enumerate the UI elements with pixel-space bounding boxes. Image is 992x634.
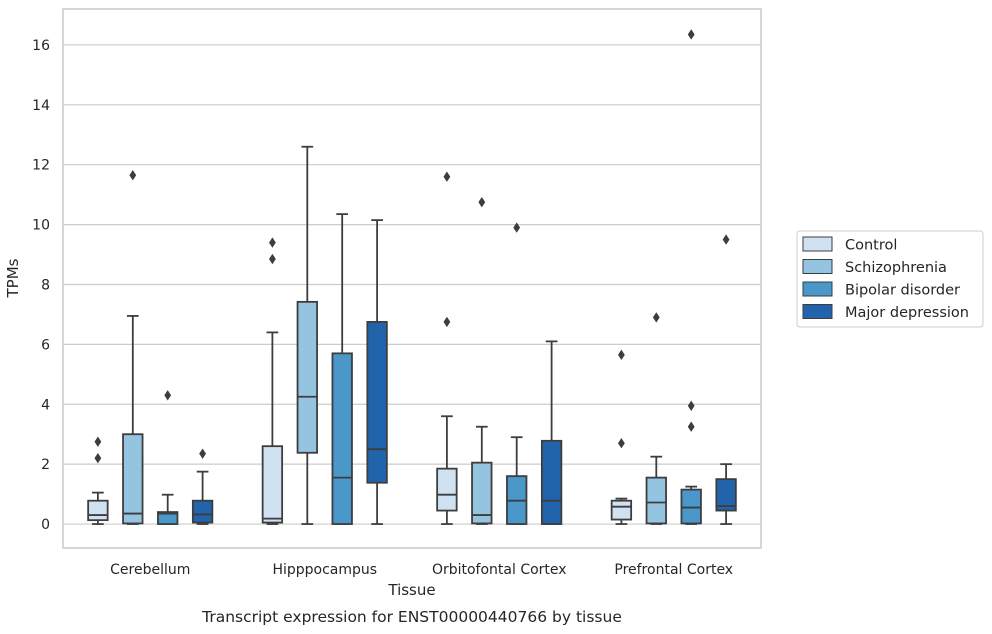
box-body xyxy=(540,439,563,525)
box-body xyxy=(296,300,318,454)
box-groups xyxy=(87,29,737,525)
series-major-depression xyxy=(191,219,737,525)
outlier-point xyxy=(513,222,521,233)
box xyxy=(261,237,284,525)
series-bipolar-disorder xyxy=(157,29,702,525)
legend: Control Schizophrenia Bipolar disorder Majo… xyxy=(796,230,984,328)
gridlines xyxy=(63,44,761,525)
box-body xyxy=(366,321,388,484)
plot-frame xyxy=(62,8,762,549)
outlier-point xyxy=(687,421,695,432)
legend-swatch xyxy=(802,236,833,252)
legend-label: Bipolar disorder xyxy=(845,283,960,299)
outlier-point xyxy=(618,437,625,449)
box xyxy=(157,390,179,525)
y-axis-label: TPMs xyxy=(4,258,22,298)
x-tick-label: Orbitofontal Cortex xyxy=(432,562,567,578)
legend-swatch xyxy=(802,281,833,297)
y-tick-label: 8 xyxy=(41,277,50,293)
box xyxy=(87,436,109,525)
box-body xyxy=(610,499,633,521)
box xyxy=(366,219,388,525)
legend-label: Control xyxy=(845,238,897,254)
box-body xyxy=(122,433,144,525)
y-tick-label: 0 xyxy=(41,517,50,533)
box xyxy=(331,213,353,525)
outlier-point xyxy=(687,400,695,411)
y-tick-label: 10 xyxy=(32,218,50,234)
legend-label: Schizophrenia xyxy=(845,260,947,276)
box-body xyxy=(261,445,284,524)
outlier-point xyxy=(129,169,137,181)
box xyxy=(540,340,563,525)
outlier-point xyxy=(94,436,102,447)
outlier-point xyxy=(443,316,451,328)
box-body xyxy=(87,499,109,522)
outlier-point xyxy=(652,312,660,323)
x-tick-labels: Cerebellum Hipppocampus Orbitofontal Corte… xyxy=(110,562,733,578)
outlier-point xyxy=(478,196,486,208)
box-body xyxy=(191,499,214,524)
box-body xyxy=(680,488,702,525)
x-tick-label: Prefrontal Cortex xyxy=(614,562,733,578)
box xyxy=(436,171,458,525)
y-tick-label: 16 xyxy=(32,38,50,54)
box xyxy=(610,349,633,525)
box-body xyxy=(157,511,179,525)
y-tick-label: 4 xyxy=(41,397,50,413)
outlier-point xyxy=(269,237,276,248)
legend-swatch xyxy=(802,304,833,319)
x-tick-label: Hipppocampus xyxy=(272,562,377,578)
box xyxy=(506,222,528,525)
legend-swatch xyxy=(802,259,833,274)
box xyxy=(645,312,667,525)
series-control xyxy=(87,171,633,525)
series-schizophrenia xyxy=(122,145,667,525)
legend-label: Major depression xyxy=(845,305,969,321)
box-body xyxy=(645,476,667,525)
y-tick-label: 2 xyxy=(41,457,50,473)
y-tick-label: 14 xyxy=(32,98,50,114)
legend-frame xyxy=(796,230,984,328)
outlier-point xyxy=(443,171,451,182)
box-body xyxy=(715,478,737,512)
outlier-point xyxy=(687,29,695,40)
outlier-point xyxy=(199,448,206,459)
outlier-point xyxy=(164,390,172,401)
box xyxy=(680,29,702,525)
y-tick-label: 12 xyxy=(32,158,50,174)
y-tick-label: 6 xyxy=(41,337,50,353)
outlier-point xyxy=(722,234,730,245)
box-body xyxy=(331,352,353,525)
outlier-point xyxy=(94,452,102,464)
outlier-point xyxy=(269,253,276,265)
x-axis-label: Tissue xyxy=(387,581,435,599)
box-body xyxy=(436,467,458,512)
x-tick-label: Cerebellum xyxy=(110,562,190,578)
box-body xyxy=(471,461,493,525)
box xyxy=(191,448,214,525)
box xyxy=(122,169,144,525)
y-tick-labels: 0 2 4 6 8 10 12 14 16 xyxy=(32,38,50,533)
box xyxy=(471,196,493,525)
box xyxy=(296,145,318,525)
figure-caption: Transcript expression for ENST0000044076… xyxy=(201,608,622,626)
box xyxy=(715,234,737,525)
outlier-point xyxy=(618,349,625,361)
